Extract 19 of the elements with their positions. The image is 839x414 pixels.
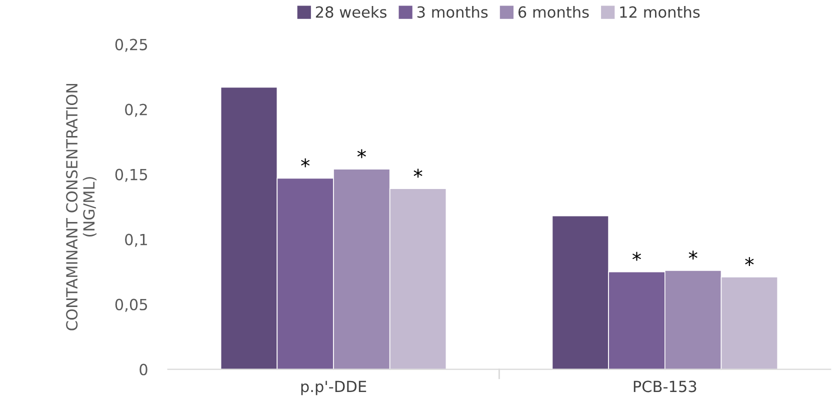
x-tick-label: PCB-153 <box>634 380 696 392</box>
data-label: * <box>357 149 366 158</box>
x-tick-label: p.p'-DDE <box>301 380 366 396</box>
data-label: * <box>632 252 642 261</box>
legend-label: 28 weeks <box>316 6 386 18</box>
data-label: * <box>414 168 422 178</box>
y-tick-label: 0,05 <box>115 298 148 312</box>
y-tick-label: 0 <box>140 364 148 376</box>
y-tick-label: 0,1 <box>125 234 147 247</box>
legend-label: 6 months <box>518 6 589 18</box>
legend-label: 3 months <box>417 6 488 18</box>
y-tick-label: 0,15 <box>115 168 148 182</box>
y-tick-label: 0,2 <box>125 104 147 117</box>
y-tick-label: 0,25 <box>115 38 148 52</box>
data-label: * <box>301 158 310 168</box>
legend-label: 12 months <box>620 6 700 18</box>
data-label: * <box>745 257 754 266</box>
data-label: * <box>688 250 698 260</box>
y-axis-title: CONTAMINANT CONSENTRATION (NG/ML) <box>66 84 97 330</box>
